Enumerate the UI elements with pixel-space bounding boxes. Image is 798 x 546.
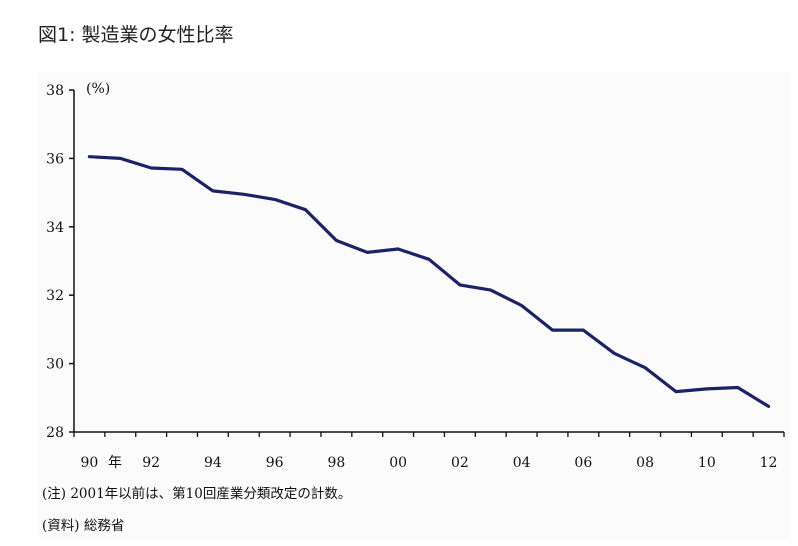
x-tick-label: 02: [451, 455, 469, 471]
page-title: 図1: 製造業の女性比率: [38, 24, 234, 46]
x-tick-label: 12: [760, 455, 778, 471]
y-tick-label: 34: [46, 220, 64, 236]
y-tick-label: 28: [46, 425, 64, 441]
x-tick-label: 06: [574, 455, 592, 471]
x-tick-label: 08: [636, 455, 654, 471]
chart-ticks: 28 30 32 34 36 38 90 92 94 96 98 00 02 04 06 08 10 12: [46, 83, 785, 471]
x-tick-label: 94: [204, 455, 222, 471]
x-tick-label: 04: [513, 455, 531, 471]
chart-series: [87, 155, 771, 408]
y-tick-label: 30: [46, 357, 64, 373]
x-tick-label: 10: [698, 455, 716, 471]
chart-note: (注) 2001年以前は、第10回産業分類改定の計数。: [42, 486, 352, 502]
x-axis-year-suffix: 年: [108, 455, 122, 471]
y-tick-label: 32: [46, 288, 64, 304]
y-axis-unit-label: (%): [86, 81, 110, 97]
x-tick-label: 92: [142, 455, 160, 471]
y-tick-label: 38: [46, 83, 64, 99]
series-line: [87, 155, 771, 408]
x-tick-label: 98: [327, 455, 345, 471]
chart-source: (資料) 総務省: [42, 518, 125, 534]
chart-panel: [38, 72, 790, 540]
chart-axes: [73, 90, 784, 433]
x-tick-label: 96: [266, 455, 284, 471]
x-tick-label: 90: [81, 455, 99, 471]
y-tick-label: 36: [46, 151, 64, 167]
x-tick-label: 00: [389, 455, 407, 471]
